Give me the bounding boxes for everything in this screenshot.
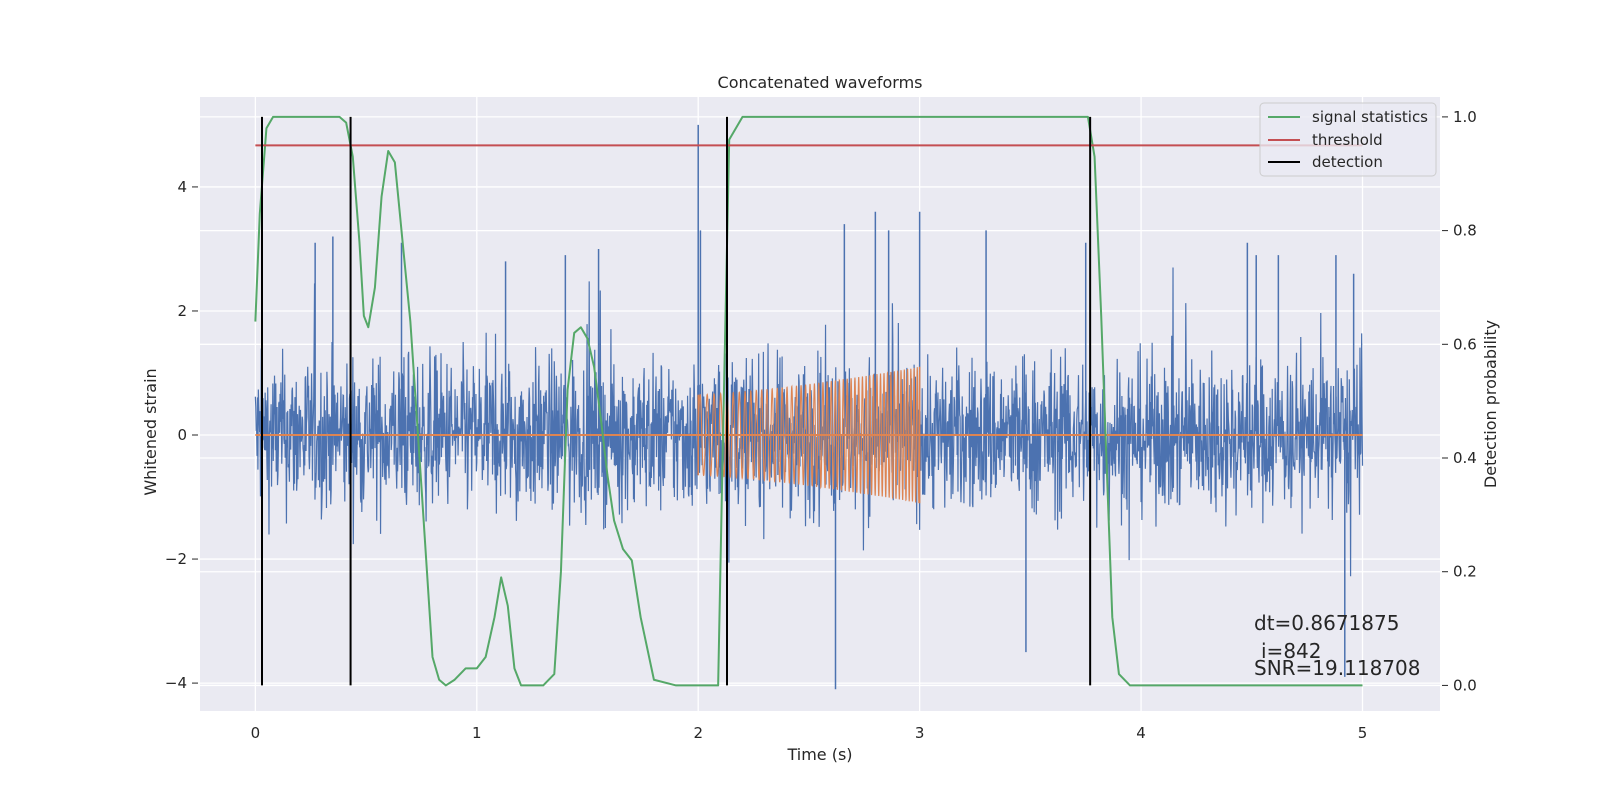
annotation-dt: dt=0.8671875 xyxy=(1254,611,1399,635)
x-axis-title: Time (s) xyxy=(786,745,852,764)
x-tick-label: 1 xyxy=(472,724,482,742)
y-tick-label-right: 0.2 xyxy=(1453,563,1477,581)
y-tick-label-right: 0.8 xyxy=(1453,222,1477,240)
x-tick-label: 4 xyxy=(1136,724,1146,742)
annotation-i: i=842 xyxy=(1261,639,1322,663)
detection-lines xyxy=(261,116,1092,686)
legend-label-signal-statistics: signal statistics xyxy=(1312,108,1428,126)
annotation-snr: SNR=19.118708 xyxy=(1254,656,1420,680)
chart-title: Concatenated waveforms xyxy=(718,73,923,92)
tick-labels: 0 1 2 3 4 5 −4 −2 0 2 4 0.0 0.2 0.4 0.6 0.8 1.0 xyxy=(165,108,1477,742)
chirp-line xyxy=(697,367,921,504)
y-tick-label-left: −4 xyxy=(165,674,187,692)
y-tick-label-left: 4 xyxy=(177,178,187,196)
y-tick-label-left: 2 xyxy=(177,302,187,320)
y-tick-label-left: 0 xyxy=(177,426,187,444)
y-tick-label-right: 0.4 xyxy=(1453,449,1477,467)
strain-noise-series xyxy=(254,124,1364,690)
y-tick-label-right: 0.0 xyxy=(1453,676,1477,694)
signal-statistics-line xyxy=(254,115,1363,687)
x-tick-label: 3 xyxy=(915,724,925,742)
x-tick-label: 2 xyxy=(693,724,703,742)
x-tick-label: 0 xyxy=(251,724,261,742)
legend-label-threshold: threshold xyxy=(1312,131,1383,149)
legend-box xyxy=(1259,102,1437,177)
x-tick-label: 5 xyxy=(1358,724,1368,742)
y-tick-label-left: −2 xyxy=(165,550,187,568)
chirp-series xyxy=(255,366,1363,504)
legend: signal statistics threshold detection xyxy=(1259,102,1437,177)
y-axis-title-right: Detection probability xyxy=(1481,320,1500,488)
y-axis-title-left: Whitened strain xyxy=(141,368,160,495)
y-tick-label-right: 0.6 xyxy=(1453,335,1477,353)
probability-series xyxy=(254,115,1363,687)
y-tick-label-right: 1.0 xyxy=(1453,108,1477,126)
legend-label-detection: detection xyxy=(1312,153,1383,171)
